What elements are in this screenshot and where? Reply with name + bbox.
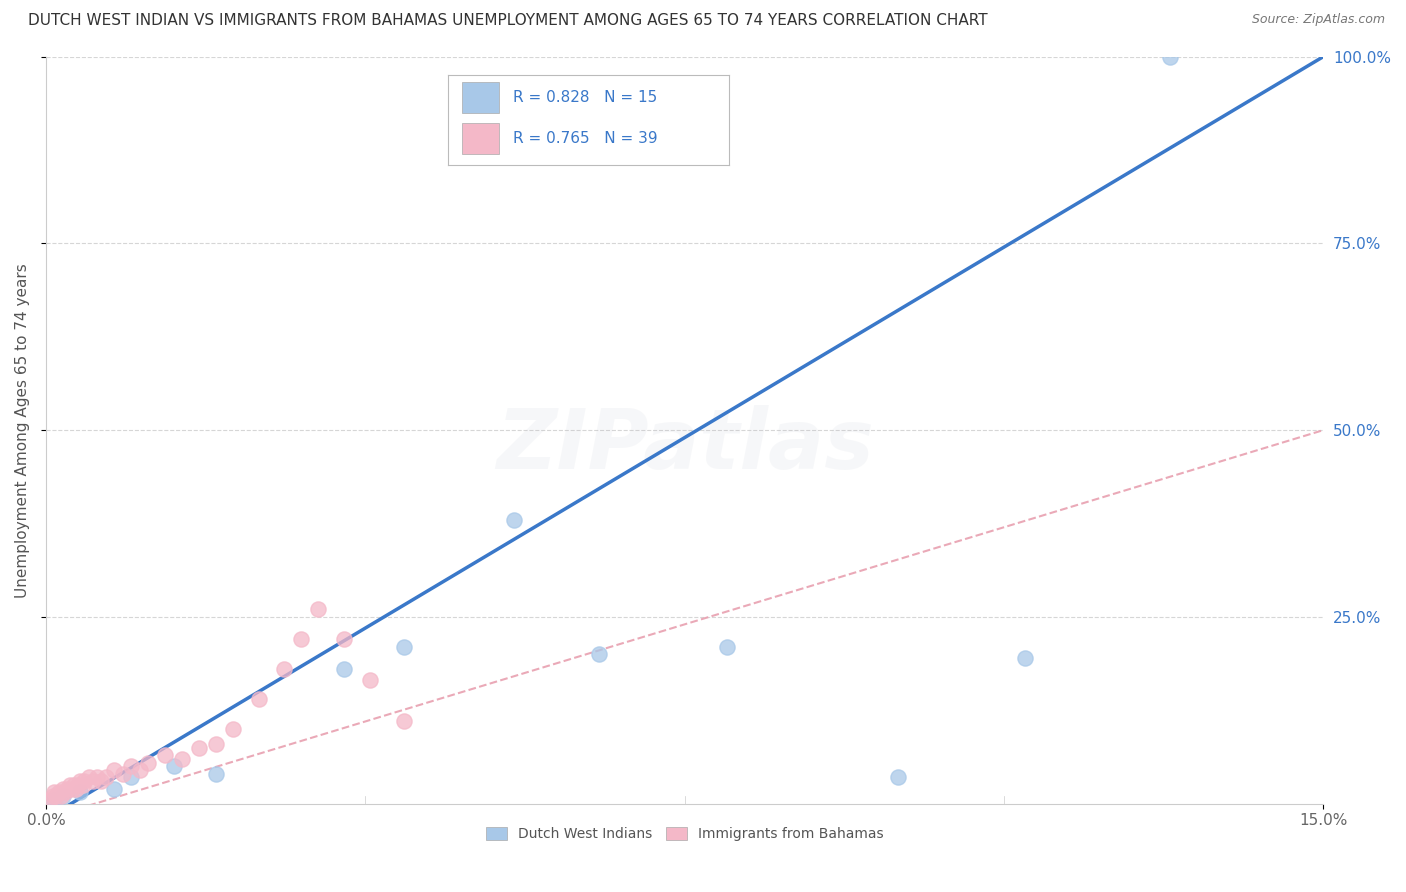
Point	[1159, 50, 1181, 64]
Point	[716, 640, 738, 654]
Point	[44, 785, 66, 799]
Point	[82, 774, 104, 789]
Point	[59, 778, 82, 792]
Y-axis label: Unemployment Among Ages 65 to 74 years: Unemployment Among Ages 65 to 74 years	[15, 263, 30, 598]
Point	[333, 632, 356, 647]
Point	[120, 759, 142, 773]
Point	[172, 752, 194, 766]
Point	[588, 647, 610, 661]
Point	[44, 793, 66, 807]
Point	[128, 763, 150, 777]
Point	[392, 640, 415, 654]
Point	[67, 778, 90, 792]
Point	[136, 756, 159, 770]
Point	[45, 789, 67, 804]
Point	[42, 789, 65, 804]
Point	[886, 771, 908, 785]
Point	[60, 781, 83, 796]
Point	[308, 602, 330, 616]
Point	[153, 747, 176, 762]
Point	[90, 774, 112, 789]
Point	[1014, 651, 1036, 665]
Point	[163, 759, 186, 773]
Point	[188, 740, 211, 755]
Text: ZIPatlas: ZIPatlas	[496, 405, 873, 485]
Point	[77, 771, 100, 785]
Point	[69, 785, 91, 799]
Point	[205, 766, 228, 780]
Text: Source: ZipAtlas.com: Source: ZipAtlas.com	[1251, 13, 1385, 27]
Point	[72, 778, 94, 792]
Point	[392, 714, 415, 729]
Point	[52, 789, 75, 804]
Point	[53, 785, 76, 799]
Point	[51, 789, 73, 804]
Point	[222, 722, 245, 736]
Point	[111, 766, 134, 780]
Point	[94, 771, 117, 785]
Point	[359, 673, 381, 688]
Point	[56, 781, 79, 796]
Point	[103, 781, 125, 796]
Point	[52, 781, 75, 796]
Point	[63, 778, 86, 792]
Point	[103, 763, 125, 777]
Point	[48, 785, 70, 799]
Point	[86, 771, 108, 785]
Text: DUTCH WEST INDIAN VS IMMIGRANTS FROM BAHAMAS UNEMPLOYMENT AMONG AGES 65 TO 74 YE: DUTCH WEST INDIAN VS IMMIGRANTS FROM BAH…	[28, 13, 988, 29]
Point	[273, 662, 295, 676]
Point	[73, 774, 96, 789]
Point	[247, 692, 270, 706]
Point	[39, 793, 62, 807]
Legend: Dutch West Indians, Immigrants from Bahamas: Dutch West Indians, Immigrants from Baha…	[482, 823, 887, 846]
Point	[65, 781, 87, 796]
Point	[290, 632, 312, 647]
Point	[503, 513, 526, 527]
Point	[69, 774, 91, 789]
Point	[333, 662, 356, 676]
Point	[205, 737, 228, 751]
Point	[120, 771, 142, 785]
